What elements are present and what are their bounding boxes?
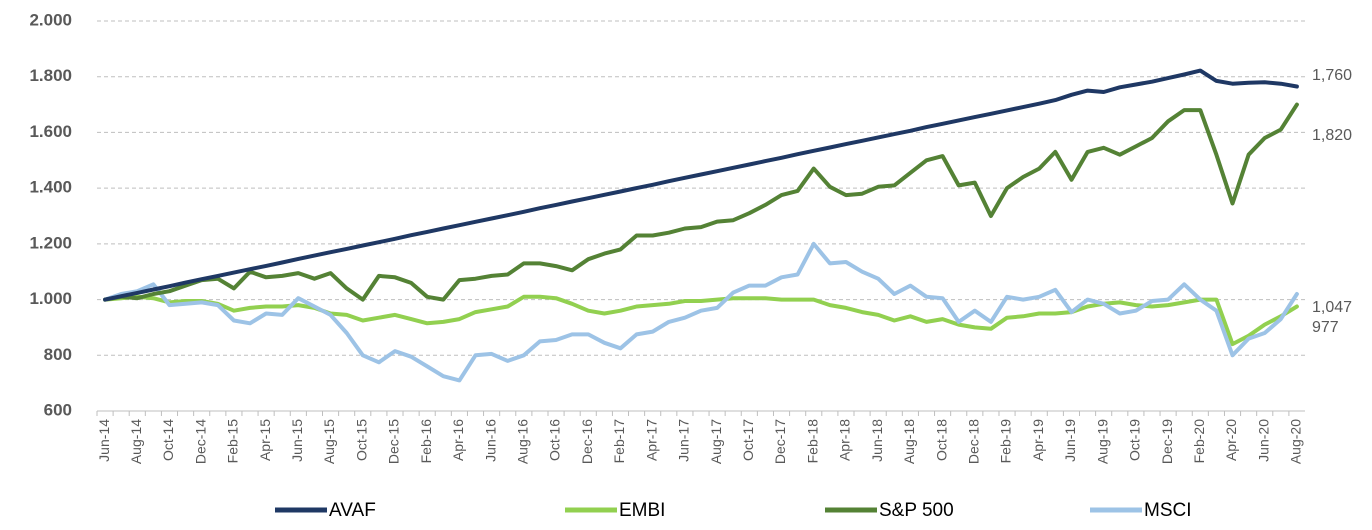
x-tick-label: Jun-16 bbox=[482, 419, 498, 462]
x-tick-label: Oct-14 bbox=[160, 419, 176, 461]
end-label: 1,820 bbox=[1312, 127, 1352, 144]
x-tick-label: Oct-16 bbox=[547, 419, 563, 461]
x-tick-label: Dec-18 bbox=[966, 419, 982, 464]
x-tick-label: Jun-19 bbox=[1062, 419, 1078, 462]
x-tick-label: Dec-19 bbox=[1159, 419, 1175, 464]
x-tick-label: Feb-19 bbox=[998, 419, 1014, 464]
x-tick-label: Oct-18 bbox=[933, 419, 949, 461]
end-label: 1,047 bbox=[1312, 299, 1352, 316]
legend-label: S&P 500 bbox=[879, 500, 954, 521]
x-tick-label: Feb-15 bbox=[225, 419, 241, 464]
y-tick-label: 1.800 bbox=[29, 66, 72, 85]
x-tick-label: Aug-19 bbox=[1094, 419, 1110, 464]
x-tick-label: Oct-19 bbox=[1127, 419, 1143, 461]
x-tick-label: Jun-17 bbox=[676, 419, 692, 462]
x-tick-label: Dec-16 bbox=[579, 419, 595, 464]
y-tick-label: 2.000 bbox=[29, 10, 72, 29]
legend-label: AVAF bbox=[329, 500, 376, 521]
series-line bbox=[103, 241, 1299, 383]
y-tick-label: 1.600 bbox=[29, 122, 72, 141]
x-tick-label: Aug-18 bbox=[901, 419, 917, 464]
x-tick-label: Aug-16 bbox=[515, 419, 531, 464]
legend-label: MSCI bbox=[1144, 500, 1192, 521]
x-tick-label: Aug-15 bbox=[321, 419, 337, 464]
x-tick-label: Apr-19 bbox=[1030, 419, 1046, 461]
x-tick-label: Feb-18 bbox=[804, 419, 820, 464]
x-tick-label: Apr-16 bbox=[450, 419, 466, 461]
x-tick-label: Feb-20 bbox=[1191, 419, 1207, 464]
x-tick-label: Jun-18 bbox=[869, 419, 885, 462]
x-tick-label: Oct-17 bbox=[740, 419, 756, 461]
x-tick-label: Aug-20 bbox=[1288, 419, 1304, 464]
x-tick-label: Apr-18 bbox=[837, 419, 853, 461]
x-tick-label: Jun-14 bbox=[96, 419, 112, 462]
legend-label: EMBI bbox=[619, 500, 665, 521]
x-tick-label: Jun-15 bbox=[289, 419, 305, 462]
series-line bbox=[103, 102, 1299, 302]
x-tick-label: Apr-20 bbox=[1223, 419, 1239, 461]
y-tick-label: 1.000 bbox=[29, 289, 72, 308]
x-tick-label: Aug-17 bbox=[708, 419, 724, 464]
x-tick-label: Dec-14 bbox=[192, 419, 208, 464]
y-tick-label: 600 bbox=[44, 400, 72, 419]
series-line bbox=[103, 294, 1299, 347]
end-label: 1,760 bbox=[1312, 67, 1352, 84]
x-tick-label: Feb-17 bbox=[611, 419, 627, 464]
x-tick-label: Feb-16 bbox=[418, 419, 434, 464]
y-tick-label: 1.400 bbox=[29, 178, 72, 197]
x-tick-label: Dec-15 bbox=[386, 419, 402, 464]
x-tick-label: Dec-17 bbox=[772, 419, 788, 464]
x-tick-label: Jun-20 bbox=[1255, 419, 1271, 462]
x-tick-label: Oct-15 bbox=[353, 419, 369, 461]
end-label: 977 bbox=[1312, 319, 1339, 336]
y-tick-label: 1.200 bbox=[29, 233, 72, 252]
x-tick-label: Apr-17 bbox=[643, 419, 659, 461]
x-tick-label: Aug-14 bbox=[128, 419, 144, 464]
y-tick-label: 800 bbox=[44, 345, 72, 364]
x-tick-label: Apr-15 bbox=[257, 419, 273, 461]
series-line bbox=[103, 68, 1299, 302]
